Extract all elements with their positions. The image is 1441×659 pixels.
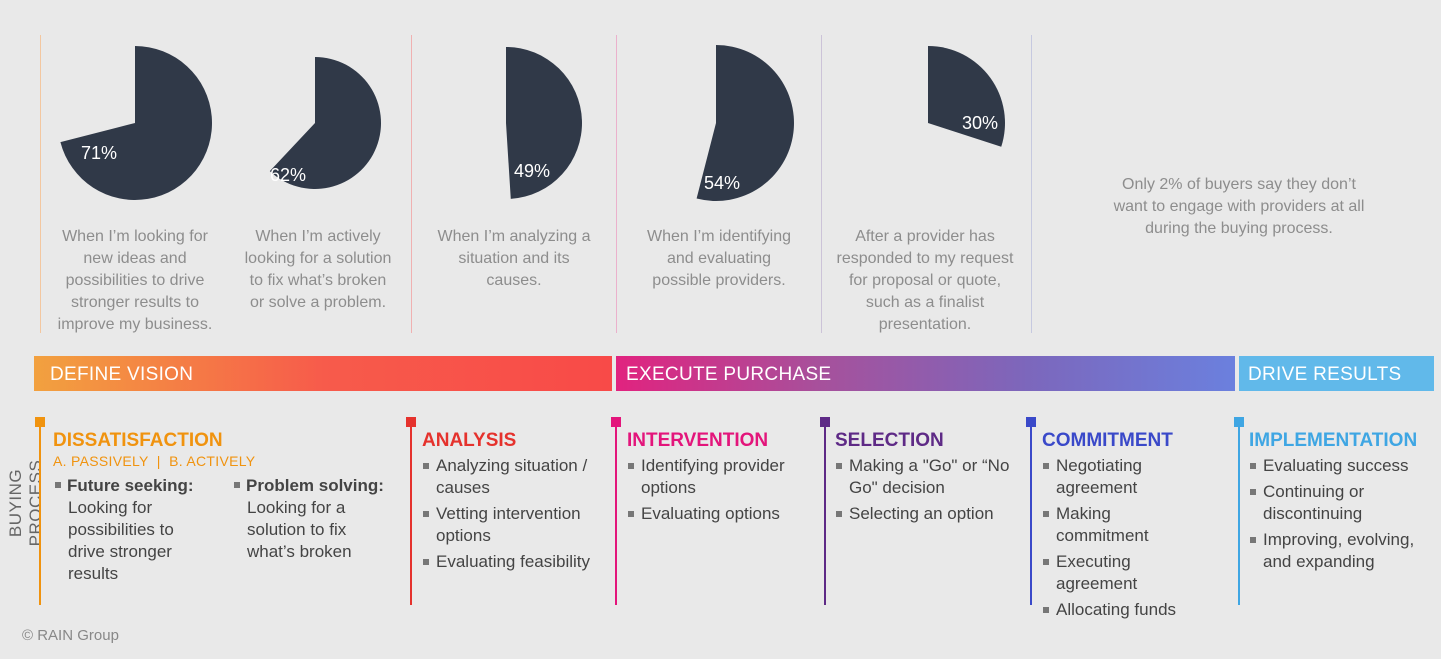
stage-title-commitment: COMMITMENT (1042, 430, 1173, 451)
pie-caption: When I’m actively looking for a solution… (244, 228, 392, 311)
pie-chart-54: 54% (696, 45, 794, 201)
pie-label: 30% (962, 113, 998, 133)
separator (40, 35, 41, 333)
pie-slice (696, 45, 794, 201)
pie-slice (60, 46, 213, 200)
stage-title-implementation: IMPLEMENTATION (1249, 430, 1418, 451)
list-item: Analyzing situation / causes (422, 455, 607, 499)
stage-title-analysis: ANALYSIS (422, 430, 517, 451)
stage-title-intervention: INTERVENTION (627, 430, 769, 451)
pie-chart-71: 71% (60, 46, 213, 200)
problem-solving: Problem solving: Looking for a solution … (234, 475, 404, 563)
stage-line (39, 420, 41, 605)
line: Looking for (68, 498, 153, 517)
bullet-icon (55, 481, 61, 488)
stage-line (410, 420, 412, 605)
list-item: Improving, evolving, and expanding (1249, 529, 1429, 573)
list-item: Allocating funds (1042, 599, 1202, 621)
stage-line (1030, 420, 1032, 605)
list-item: Identifying provider options (627, 455, 807, 499)
separator (411, 35, 412, 333)
line: drive stronger (68, 542, 172, 561)
list-item: Vetting intervention options (422, 503, 607, 547)
line: results (68, 564, 119, 583)
list-item: Evaluating success (1249, 455, 1429, 477)
pie-chart-62: 62% (269, 57, 382, 190)
list-item: Evaluating feasibility (422, 551, 607, 573)
separator (1031, 35, 1032, 333)
selection-list: Making a "Go" or “No Go" decision Select… (835, 455, 1020, 529)
stage-title-dissatisfaction: DISSATISFACTION (53, 430, 223, 451)
list-item: Negotiating agreement (1042, 455, 1202, 499)
pie-label: 71% (81, 143, 117, 163)
pie-label: 62% (270, 165, 306, 185)
pie-slice (506, 47, 582, 199)
phase-drive-results: DRIVE RESULTS (1239, 356, 1434, 391)
copyright: © RAIN Group (22, 627, 119, 644)
stage-line (615, 420, 617, 605)
list-item: Evaluating options (627, 503, 807, 525)
pie-chart-49: 49% (506, 47, 582, 199)
stage-line (1238, 420, 1240, 605)
separator (616, 35, 617, 333)
line: possibilities to (68, 520, 174, 539)
list-item: Executing agreement (1042, 551, 1202, 595)
list-item: Selecting an option (835, 503, 1020, 525)
side-note: Only 2% of buyers say they don’t want to… (1113, 176, 1365, 237)
stage-title-selection: SELECTION (835, 430, 944, 451)
buying-process-label: BUYING PROCESS (6, 459, 45, 547)
future-seeking: Future seeking: Looking for possibilitie… (55, 475, 225, 585)
list-item: Continuing or discontinuing (1249, 481, 1429, 525)
separator (821, 35, 822, 333)
phase-define-vision: DEFINE VISION (34, 356, 612, 391)
pie-caption: After a provider has responded to my req… (836, 228, 1014, 333)
pie-caption: When I’m identifying and evaluating poss… (646, 228, 792, 289)
pie-caption: When I’m analyzing a situation and its c… (437, 228, 591, 289)
line: solution to fix (247, 520, 347, 539)
pie-label: 49% (514, 161, 550, 181)
phase-execute-purchase: EXECUTE PURCHASE (616, 356, 1235, 391)
pie-chart-30: 30% (928, 46, 1005, 147)
pie-label: 54% (704, 173, 740, 193)
stage-line (824, 420, 826, 605)
stage-subtitle: A. PASSIVELY | B. ACTIVELY (53, 453, 256, 469)
pie-slice (928, 46, 1005, 147)
commitment-list: Negotiating agreement Making commitment … (1042, 455, 1202, 625)
line: Looking for a (247, 498, 346, 517)
bullet-icon (234, 481, 240, 488)
intervention-list: Identifying provider options Evaluating … (627, 455, 807, 529)
list-item: Making commitment (1042, 503, 1202, 547)
pie-caption: When I’m looking for new ideas and possi… (57, 228, 213, 333)
analysis-list: Analyzing situation / causes Vetting int… (422, 455, 607, 577)
list-item: Making a "Go" or “No Go" decision (835, 455, 1020, 499)
pie-slice (269, 57, 382, 190)
implementation-list: Evaluating success Continuing or discont… (1249, 455, 1429, 577)
line: what’s broken (247, 542, 352, 561)
